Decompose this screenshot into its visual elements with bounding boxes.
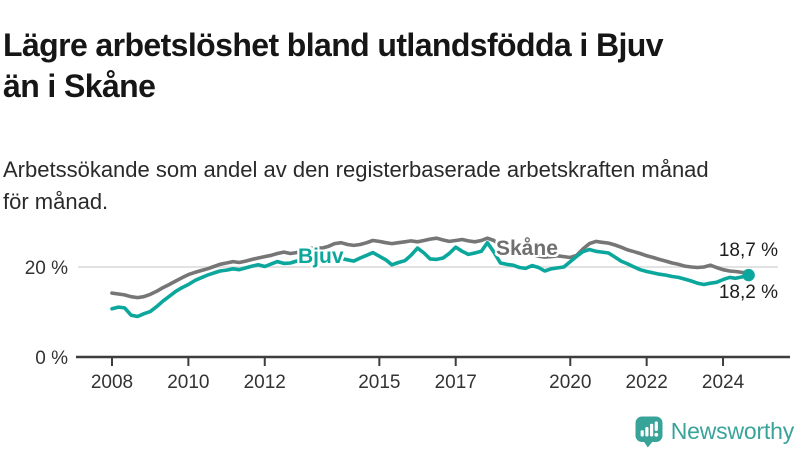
newsworthy-logo: Newsworthy — [634, 414, 794, 448]
subtitle-line-2: för månad. — [3, 189, 109, 214]
bjuv-series-label: Bjuv — [298, 245, 344, 268]
title-line-1: Lägre arbetslöshet bland utlandsfödda i … — [3, 27, 664, 64]
logo-barchart-glyph — [640, 420, 658, 437]
line-chart: 20 % 0 % 2008 2010 2012 2015 2017 2020 2022 2024 — [25, 236, 790, 393]
logo-bubble — [635, 416, 663, 442]
series-line-skne — [110, 236, 751, 300]
subtitle-line-1: Arbetssökande som andel av den registerb… — [3, 157, 709, 182]
page-title: Lägre arbetslöshet bland utlandsfödda i … — [3, 25, 797, 107]
x-tick-label-2008: 2008 — [91, 372, 133, 393]
series-end-dot-bjuv — [742, 268, 755, 282]
series-line-bjuv — [110, 240, 751, 319]
x-tick-label-2010: 2010 — [167, 372, 209, 393]
x-tick-label-2017: 2017 — [435, 372, 477, 393]
x-tick-label-2020: 2020 — [549, 372, 591, 393]
y-tick-label-20: 20 % — [25, 258, 68, 279]
logo-bubble-tail — [643, 440, 653, 447]
skane-series-label: Skåne — [496, 237, 558, 260]
x-tick-label-2012: 2012 — [244, 372, 286, 393]
title-line-2: än i Skåne — [3, 68, 156, 105]
skane-end-value-label: 18,7 % — [718, 240, 778, 261]
y-tick-label-0: 0 % — [35, 348, 68, 369]
x-tick-label-2022: 2022 — [626, 372, 668, 393]
x-tick-label-2015: 2015 — [358, 372, 400, 393]
chart-subtitle: Arbetssökande som andel av den registerb… — [3, 154, 797, 218]
x-tick-label-2024: 2024 — [702, 372, 745, 393]
newsworthy-logo-icon — [635, 416, 663, 447]
newsworthy-wordmark: Newsworthy — [670, 417, 794, 444]
bjuv-end-value-label: 18,2 % — [718, 282, 778, 303]
